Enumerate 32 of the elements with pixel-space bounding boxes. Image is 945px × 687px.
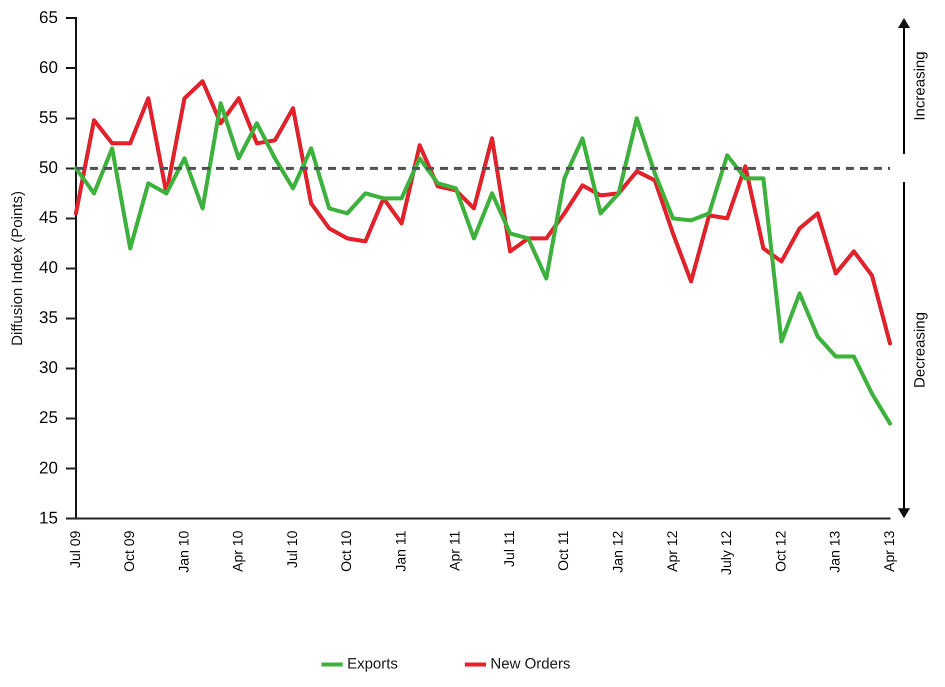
x-tick-label: Oct 09 [121, 530, 138, 572]
text: Increasing [912, 52, 928, 121]
y-tick-label: 35 [38, 308, 58, 328]
y-tick-label: 55 [38, 108, 58, 127]
x-tick-label: Jul 11 [500, 530, 517, 567]
y-axis-title: Diffusion Index (Points) [9, 191, 26, 346]
y-tick-label: 30 [38, 358, 58, 378]
legend-label: Exports [347, 656, 398, 673]
x-tick-label: Oct 12 [772, 530, 788, 572]
y-tick-label: 20 [38, 458, 58, 478]
y-tick-label: 40 [38, 258, 58, 278]
y-tick-label: 15 [38, 508, 58, 528]
x-tick-label: Jan 11 [392, 530, 408, 572]
y-tick-label: 45 [38, 208, 58, 228]
x-tick-label: Oct 11 [555, 530, 572, 571]
x-tick-label: Oct 10 [338, 530, 354, 572]
x-tick-label: Jul 10 [284, 530, 300, 568]
x-tick-label: Apr 10 [230, 530, 246, 572]
x-tick-label: Jan 13 [826, 530, 843, 573]
y-tick-label: 60 [38, 58, 58, 77]
x-tick-label: July 12 [718, 530, 734, 575]
x-tick-label: Jul 09 [66, 530, 83, 568]
x-tick-label: Apr 11 [446, 530, 463, 571]
x-tick-label: Jan 10 [175, 530, 192, 573]
text: Decreasing [912, 312, 928, 388]
x-tick-label: Jan 12 [609, 530, 626, 573]
y-tick-label: 65 [38, 8, 58, 27]
y-tick-label: 50 [38, 158, 58, 178]
x-tick-label: Apr 13 [880, 530, 897, 572]
x-tick-label: Apr 12 [664, 530, 680, 572]
legend-label: New Orders [490, 656, 570, 673]
y-tick-label: 25 [38, 408, 58, 428]
